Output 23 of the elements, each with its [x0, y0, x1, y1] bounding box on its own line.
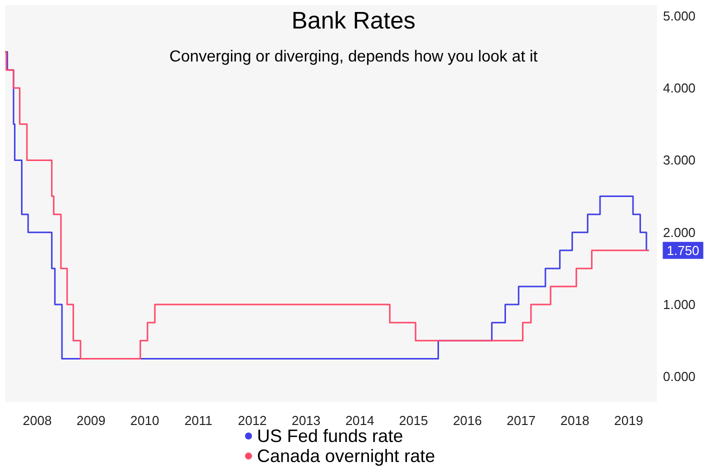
x-tick-label: 2012	[238, 413, 267, 428]
y-tick-label: 1.000	[663, 297, 696, 312]
chart-title: Bank Rates	[291, 8, 416, 34]
x-tick-label: 2014	[345, 413, 374, 428]
annotation: 1.750	[666, 242, 700, 258]
x-tick-label: 2015	[399, 413, 428, 428]
x-tick-label: 2016	[452, 413, 482, 428]
y-tick-label: 3.000	[663, 152, 696, 168]
x-tick-label: 2008	[22, 413, 52, 428]
y-tick-label: 2.000	[663, 224, 696, 240]
legend-label: Canada overnight rate	[257, 446, 436, 466]
x-tick-label: 2010	[130, 413, 160, 428]
x-tick-label: 2017	[506, 413, 536, 428]
y-tick-label: 0.000	[663, 369, 696, 384]
text: Converging or diverging, depends how you look at it	[169, 48, 538, 66]
x-tick-label: 2009	[76, 413, 106, 428]
y-tick-label: 5.000	[663, 8, 696, 24]
x-tick-label: 2019	[614, 413, 644, 428]
x-tick-label: 2013	[292, 413, 321, 428]
y-tick-label: 4.000	[663, 80, 696, 96]
x-tick-label: 2011	[184, 413, 212, 428]
legend-label: US Fed funds rate	[257, 426, 404, 446]
x-tick-label: 2018	[560, 413, 590, 428]
